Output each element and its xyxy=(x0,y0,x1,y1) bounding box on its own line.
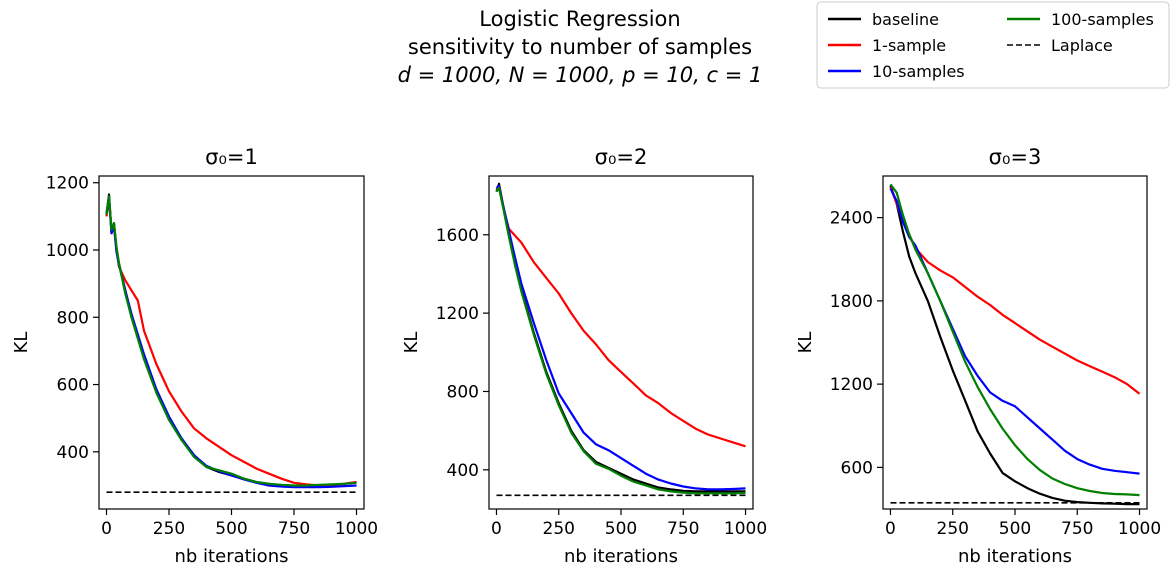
panel-1: 0 250 500 750 1000 400 600 800 1000 1200 nb iterat… xyxy=(11,145,378,567)
x-tick-label: 500 xyxy=(215,519,247,539)
x-tick-label: 250 xyxy=(937,519,969,539)
x-axis-label: nb iterations xyxy=(175,546,289,567)
x-tick-label: 0 xyxy=(491,519,502,539)
series-100-samples-line xyxy=(495,186,746,495)
chart-panels: 0 250 500 750 1000 400 600 800 1000 1200 nb iterat… xyxy=(11,145,1161,567)
y-axis-label: KL xyxy=(401,332,422,354)
series-10-samples-line xyxy=(889,188,1140,475)
x-tick-label: 500 xyxy=(605,519,637,539)
series-1-sample-line xyxy=(889,186,1141,395)
x-tick-label: 750 xyxy=(667,519,699,539)
y-axis-label: KL xyxy=(795,332,816,354)
y-tick-label: 800 xyxy=(447,382,479,402)
legend: baseline 1-sample 10-samples 100-samples Lap… xyxy=(816,1,1170,89)
x-tick-label: 750 xyxy=(278,519,310,539)
figure-title: Logistic Regression sensitivity to number… xyxy=(398,7,763,87)
panel-title: σ₀=3 xyxy=(989,145,1042,169)
series-baseline-line xyxy=(105,193,357,488)
x-tick-label: 250 xyxy=(153,519,185,539)
y-tick-label: 400 xyxy=(57,443,89,463)
series-100-samples-line xyxy=(105,195,357,487)
x-tick-label: 1000 xyxy=(724,519,767,539)
title-line-1: sensitivity to number of samples xyxy=(408,35,752,59)
y-tick-label: 600 xyxy=(841,458,873,478)
legend-label-10-samples: 10-samples xyxy=(872,62,965,81)
legend-frame xyxy=(816,1,1170,89)
legend-label-100-samples: 100-samples xyxy=(1051,10,1154,29)
y-tick-label: 1200 xyxy=(46,174,89,194)
title-line-2: d = 1000, N = 1000, p = 10, c = 1 xyxy=(398,63,763,87)
y-axis-label: KL xyxy=(11,332,32,354)
series-group xyxy=(889,183,1141,506)
x-tick-label: 500 xyxy=(999,519,1031,539)
series-group xyxy=(495,182,746,497)
y-tick-label: 1800 xyxy=(830,292,873,312)
title-line-0: Logistic Regression xyxy=(479,7,680,31)
axes-frame xyxy=(882,175,1148,510)
series-baseline-line xyxy=(889,185,1140,506)
series-10-samples-line xyxy=(105,195,357,489)
x-tick-label: 750 xyxy=(1061,519,1093,539)
y-tick-label: 400 xyxy=(447,461,479,481)
y-tick-label: 2400 xyxy=(830,209,873,229)
x-axis-label: nb iterations xyxy=(958,546,1072,567)
y-tick-label: 1200 xyxy=(436,304,479,324)
panel-title: σ₀=2 xyxy=(595,145,648,169)
series-group xyxy=(105,193,357,493)
series-100-samples-line xyxy=(889,183,1140,497)
y-tick-label: 800 xyxy=(57,308,89,328)
x-tick-label: 1000 xyxy=(1118,519,1161,539)
panel-3: 0 250 500 750 1000 600 1200 1800 2400 nb iteratio… xyxy=(795,145,1161,567)
panel-title: σ₀=1 xyxy=(205,145,258,169)
y-tick-label: 1000 xyxy=(46,241,89,261)
series-1-sample-line xyxy=(105,198,357,487)
legend-label-Laplace: Laplace xyxy=(1051,36,1113,55)
x-tick-label: 0 xyxy=(885,519,896,539)
x-axis-label: nb iterations xyxy=(564,546,678,567)
series-10-samples-line xyxy=(495,184,746,491)
series-1-sample-line xyxy=(495,184,746,448)
x-tick-label: 250 xyxy=(543,519,575,539)
y-tick-label: 1200 xyxy=(830,375,873,395)
panel-2: 0 250 500 750 1000 400 800 1200 1600 nb iteration… xyxy=(401,145,767,567)
y-tick-label: 1600 xyxy=(436,226,479,246)
y-tick-label: 600 xyxy=(57,376,89,396)
x-tick-label: 1000 xyxy=(335,519,378,539)
legend-label-1-sample: 1-sample xyxy=(872,36,946,55)
legend-label-baseline: baseline xyxy=(872,10,939,29)
x-tick-label: 0 xyxy=(101,519,112,539)
